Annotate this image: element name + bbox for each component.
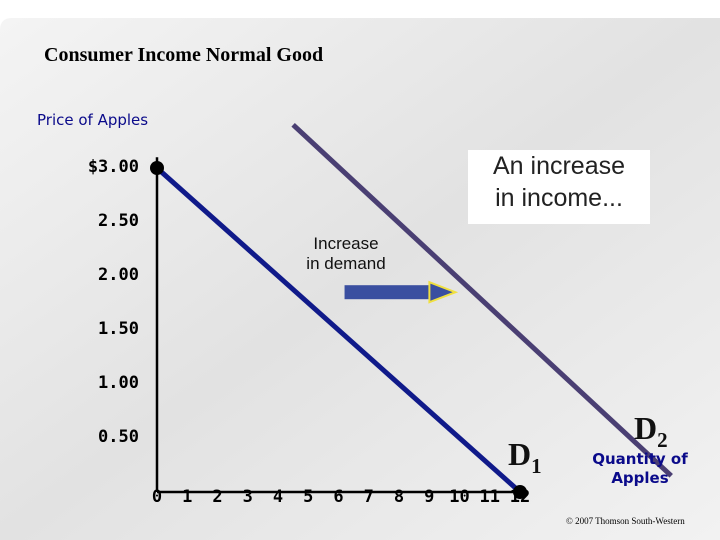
slide-background (0, 18, 720, 540)
data-point-2 (513, 485, 527, 499)
shift-arrow-body (344, 285, 430, 300)
y-tick-label: 1.50 (98, 319, 139, 339)
y-tick-label: 2.50 (98, 211, 139, 231)
income-callout: An increase in income... (468, 150, 650, 224)
d1-letter: D (508, 436, 532, 472)
series-line-d2 (291, 122, 673, 478)
x-tick-label: 11 (479, 487, 500, 507)
x-tick-label: 0 (151, 487, 163, 507)
x-tick-label: 4 (272, 487, 284, 507)
x-tick-label: 2 (212, 487, 223, 507)
callout-line-2: in income... (495, 184, 623, 212)
d1-label: D1 (508, 436, 542, 479)
shift-arrow-head (428, 280, 459, 304)
copyright-text: © 2007 Thomson South-Western (566, 516, 685, 526)
d2-letter: D (634, 410, 658, 446)
x-tick-label: 6 (333, 487, 344, 507)
data-point-1 (150, 161, 164, 175)
x-tick-label: 5 (303, 487, 314, 507)
y-tick-label: 2.00 (98, 265, 139, 285)
x-tick-label: 9 (424, 487, 435, 507)
y-tick-label: 0.50 (98, 427, 139, 447)
d2-label: D2 (634, 410, 668, 453)
y-tick-label: $3.00 (87, 157, 139, 177)
increase-in-demand-label: Increase in demand (288, 234, 404, 274)
d2-subscript: 2 (657, 428, 668, 452)
x-tick-label: 12 (509, 487, 531, 507)
x-axis-label-line-1: Quantity of (592, 450, 688, 468)
x-tick-label: 10 (449, 487, 470, 507)
x-axis-label: Quantity of Apples (580, 450, 700, 488)
chart-title: Consumer Income Normal Good (44, 44, 324, 66)
x-tick-label: 7 (363, 487, 374, 507)
callout-line-1: An increase (492, 152, 626, 180)
x-tick-label: 8 (393, 487, 405, 507)
x-tick-label: 1 (182, 487, 193, 507)
y-axis-label: Price of Apples (37, 111, 149, 129)
y-tick-label: 1.00 (98, 373, 139, 393)
shift-label-line-1: Increase (313, 234, 379, 253)
shift-label-line-2: in demand (306, 254, 386, 273)
x-tick-label: 3 (242, 487, 253, 507)
x-axis-label-line-2: Apples (611, 469, 669, 487)
series-line-d1 (155, 166, 522, 494)
d1-subscript: 1 (531, 454, 542, 478)
